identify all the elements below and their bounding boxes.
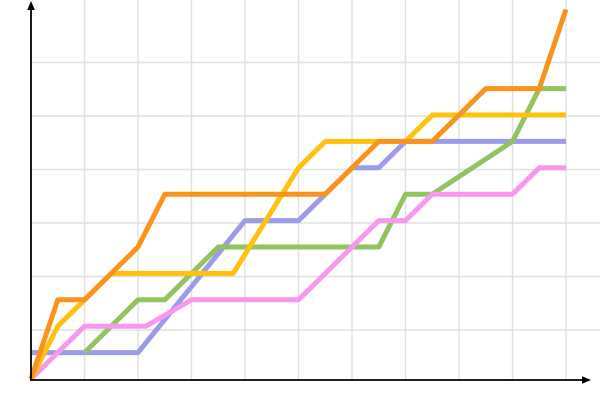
x-axis-arrowhead xyxy=(582,376,591,384)
y-axis-arrowhead xyxy=(27,1,35,10)
series-line-pink xyxy=(29,165,566,381)
series-line-yellow xyxy=(28,112,566,381)
series-line-orange xyxy=(28,8,569,380)
series-line-green xyxy=(82,86,566,355)
